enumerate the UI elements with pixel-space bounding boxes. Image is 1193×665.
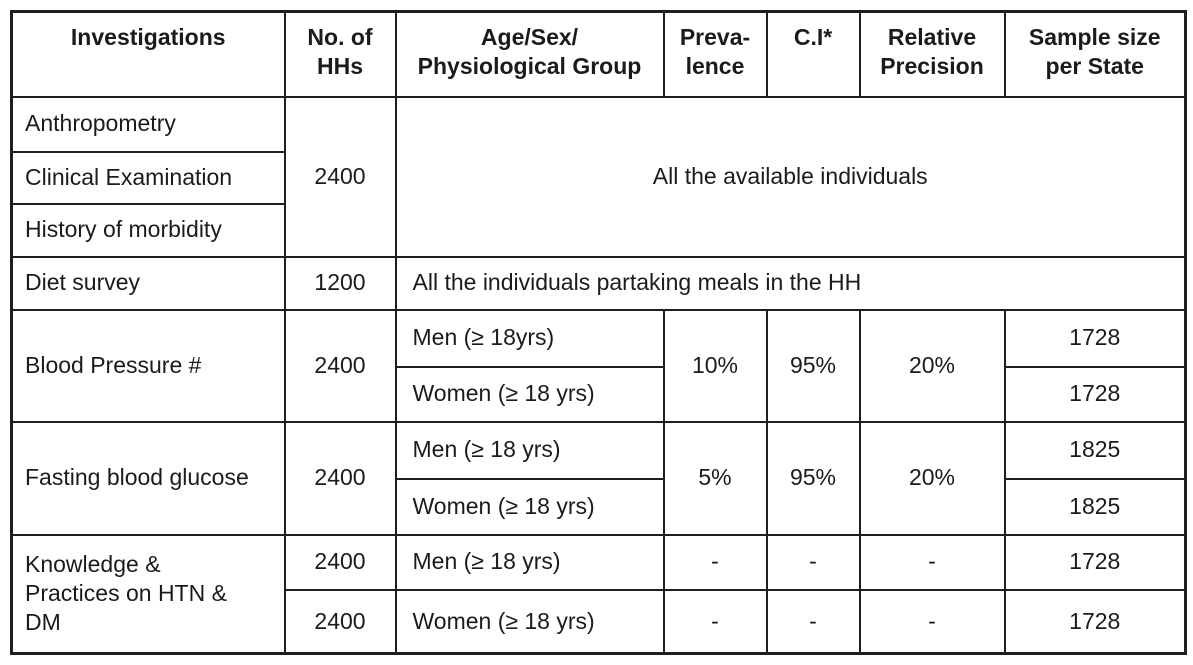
table-row: 2400 Women (≥ 18 yrs) - - - 1728 — [12, 588, 1187, 655]
cell-relative-precision-bp: 20% — [858, 308, 1006, 423]
table-row: Women (≥ 18 yrs) 1825 — [12, 477, 1187, 536]
cell-hhs-general: 2400 — [283, 95, 397, 258]
cell-hhs-knowledge-men: 2400 — [283, 533, 397, 591]
table-row: Fasting blood glucose 2400 Men (≥ 18 yrs… — [10, 420, 1187, 536]
cell-prevalence-fbg: 5% — [662, 420, 768, 536]
header-row: Investigations No. of HHs Age/Sex/ Physi… — [10, 10, 1187, 98]
cell-investigation-diet: Diet survey — [10, 255, 286, 311]
cell-ci-knowledge-women: - — [765, 588, 861, 655]
cell-hhs-knowledge-women: 2400 — [283, 588, 397, 655]
cell-sample-bp-women: 1728 — [1003, 365, 1187, 423]
col-header-investigations: Investigations — [10, 10, 286, 98]
cell-group-fbg-women: Women (≥ 18 yrs) — [394, 477, 665, 536]
table-row: Blood Pressure # 2400 Men (≥ 18yrs) 10% … — [10, 308, 1187, 423]
cell-investigation-clinical: Clinical Examination — [10, 150, 286, 205]
cell-investigation-morbidity: History of morbidity — [10, 202, 286, 258]
col-header-no-of-hhs: No. of HHs — [283, 10, 397, 98]
table-row: Knowledge & Practices on HTN & DM 2400 M… — [10, 533, 1187, 655]
survey-design-table: Investigations No. of HHs Age/Sex/ Physi… — [10, 10, 1187, 655]
col-header-sample-size: Sample size per State — [1003, 10, 1187, 98]
cell-investigation-knowledge: Knowledge & Practices on HTN & DM — [10, 533, 286, 655]
cell-hhs-blood-pressure: 2400 — [283, 308, 397, 423]
cell-hhs-diet: 1200 — [283, 255, 397, 311]
cell-relative-precision-knowledge-men: - — [858, 533, 1006, 591]
cell-group-bp-men: Men (≥ 18yrs) — [394, 308, 665, 368]
table-row: Diet survey 1200 All the individuals par… — [10, 255, 1187, 311]
cell-relative-precision-fbg: 20% — [858, 420, 1006, 536]
cell-hhs-fasting-glucose: 2400 — [283, 420, 397, 536]
cell-investigation-anthropometry: Anthropometry — [10, 95, 286, 153]
col-header-age-sex-group: Age/Sex/ Physiological Group — [394, 10, 665, 98]
table-row: Anthropometry 2400 All the available ind… — [10, 95, 1187, 258]
cell-group-diet: All the individuals partaking meals in t… — [394, 255, 1187, 311]
table-row: Clinical Examination — [10, 150, 1186, 205]
cell-ci-bp: 95% — [765, 308, 861, 423]
cell-group-knowledge-men: Men (≥ 18 yrs) — [394, 533, 665, 591]
cell-group-fbg-men: Men (≥ 18 yrs) — [394, 420, 665, 480]
cell-prevalence-knowledge-women: - — [662, 588, 768, 655]
col-header-prevalence: Preva- lence — [662, 10, 768, 98]
cell-prevalence-knowledge-men: - — [662, 533, 768, 591]
cell-relative-precision-knowledge-women: - — [858, 588, 1006, 655]
col-header-ci: C.I* — [765, 10, 861, 98]
col-header-relative-precision: Relative Precision — [858, 10, 1006, 98]
table-row: Women (≥ 18 yrs) 1728 — [12, 365, 1187, 423]
cell-sample-knowledge-women: 1728 — [1003, 588, 1187, 655]
cell-investigation-fasting-glucose: Fasting blood glucose — [10, 420, 286, 536]
cell-sample-knowledge-men: 1728 — [1003, 533, 1187, 591]
cell-sample-fbg-women: 1825 — [1003, 477, 1187, 536]
cell-group-knowledge-women: Women (≥ 18 yrs) — [394, 588, 665, 655]
cell-group-all-available: All the available individuals — [394, 95, 1187, 258]
cell-sample-fbg-men: 1825 — [1003, 420, 1187, 480]
cell-investigation-blood-pressure: Blood Pressure # — [10, 308, 286, 423]
table-row: History of morbidity — [10, 202, 1186, 258]
cell-prevalence-bp: 10% — [662, 308, 768, 423]
cell-ci-fbg: 95% — [765, 420, 861, 536]
cell-sample-bp-men: 1728 — [1003, 308, 1187, 368]
cell-ci-knowledge-men: - — [765, 533, 861, 591]
cell-group-bp-women: Women (≥ 18 yrs) — [394, 365, 665, 423]
